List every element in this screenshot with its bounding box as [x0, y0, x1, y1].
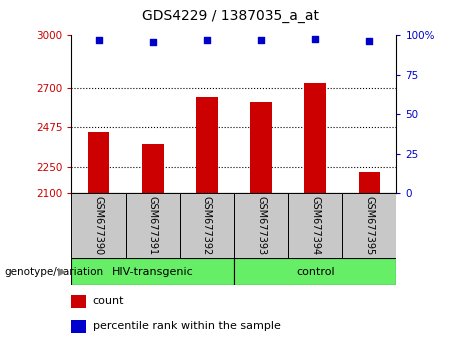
Text: count: count [93, 296, 124, 306]
Point [95, 37, 102, 43]
Bar [125, 193, 180, 258]
Point [366, 38, 373, 44]
Point [257, 37, 265, 43]
Bar [234, 258, 396, 285]
Bar [71, 193, 125, 258]
Point [203, 37, 211, 43]
Point [149, 39, 156, 45]
Bar [250, 102, 272, 193]
Bar [71, 295, 86, 308]
Text: GSM677394: GSM677394 [310, 196, 320, 255]
Text: GSM677392: GSM677392 [202, 196, 212, 255]
Bar [142, 144, 164, 193]
Text: GSM677393: GSM677393 [256, 196, 266, 255]
Bar [359, 172, 380, 193]
Bar [234, 193, 288, 258]
Bar [71, 320, 86, 333]
Text: ▶: ▶ [59, 267, 67, 277]
Text: GSM677395: GSM677395 [364, 196, 374, 255]
Text: percentile rank within the sample: percentile rank within the sample [93, 321, 280, 331]
Bar [288, 193, 342, 258]
Bar [88, 132, 109, 193]
Text: GDS4229 / 1387035_a_at: GDS4229 / 1387035_a_at [142, 9, 319, 23]
Point [312, 36, 319, 42]
Text: genotype/variation: genotype/variation [5, 267, 104, 277]
Text: HIV-transgenic: HIV-transgenic [112, 267, 194, 277]
Bar [180, 193, 234, 258]
Text: GSM677390: GSM677390 [94, 196, 104, 255]
Text: GSM677391: GSM677391 [148, 196, 158, 255]
Bar [342, 193, 396, 258]
Bar [71, 258, 234, 285]
Text: control: control [296, 267, 335, 277]
Bar [196, 97, 218, 193]
Bar [304, 82, 326, 193]
